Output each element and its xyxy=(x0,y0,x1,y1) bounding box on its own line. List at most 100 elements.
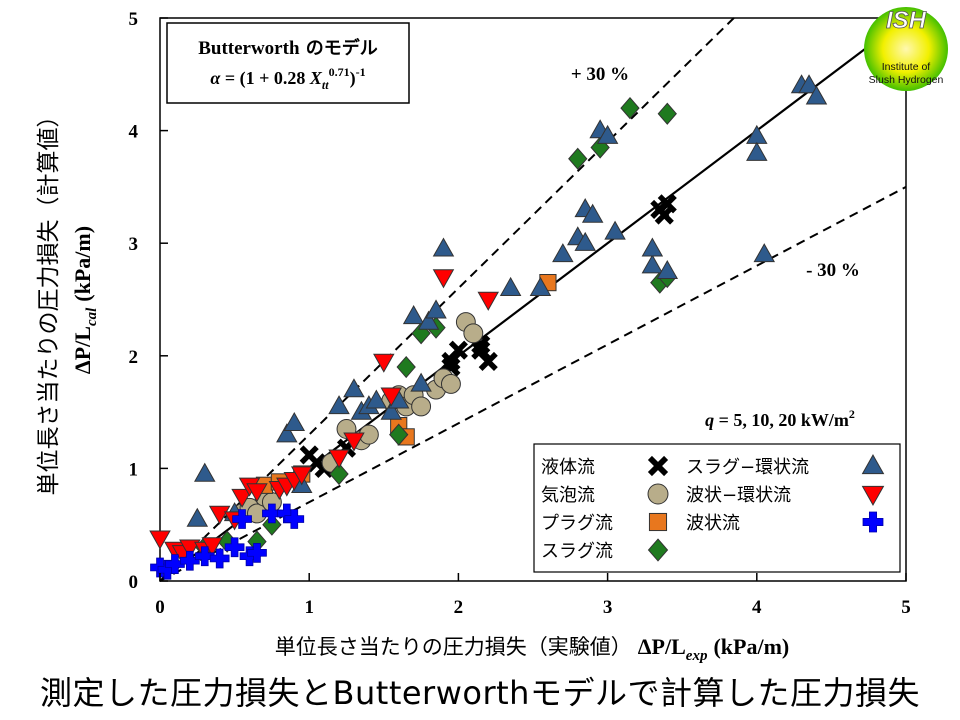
legend-marker-plus xyxy=(862,511,884,533)
data-point xyxy=(165,554,185,574)
slide-caption: 測定した圧力損失とButterworthモデルで計算した圧力損失 xyxy=(40,674,920,712)
data-point xyxy=(448,340,468,360)
data-point xyxy=(149,530,171,550)
data-point xyxy=(246,483,268,503)
legend-marker-diamond xyxy=(647,538,669,562)
data-point xyxy=(343,432,365,452)
data-point xyxy=(656,259,679,280)
data-point xyxy=(194,462,216,482)
data-point xyxy=(746,141,768,161)
data-point xyxy=(396,355,416,379)
x-tick-label: 1 xyxy=(304,597,314,618)
data-point xyxy=(179,550,200,571)
x-tick-label: 5 xyxy=(901,597,911,618)
data-point xyxy=(596,124,619,144)
legend-label: プラグ流 xyxy=(541,513,613,534)
data-point xyxy=(654,205,674,225)
data-point xyxy=(328,395,350,415)
data-point xyxy=(290,466,313,486)
data-point xyxy=(283,411,306,432)
data-point xyxy=(329,462,349,486)
legend-label: 気泡流 xyxy=(541,485,595,506)
plot-area xyxy=(159,17,907,582)
data-point xyxy=(581,203,604,223)
y-axis-title-jp: 単位長さ当たりの圧力損失（計算値） xyxy=(36,105,62,496)
x-tick-label: 0 xyxy=(155,597,165,618)
y-tick-label: 5 xyxy=(129,9,139,30)
legend-marker-triangle-down xyxy=(861,485,885,506)
data-point xyxy=(328,449,350,469)
logo-mark: ISH xyxy=(886,7,927,34)
data-point xyxy=(425,299,447,319)
data-point xyxy=(380,387,403,407)
data-point xyxy=(284,509,305,529)
data-point xyxy=(641,237,664,257)
data-point xyxy=(463,323,484,344)
x-tick-label: 3 xyxy=(603,597,613,618)
y-axis-title-sym: ΔP/Lcal(kPa/m) xyxy=(70,226,100,374)
legend-label: 液体流 xyxy=(541,457,595,478)
data-point xyxy=(477,291,499,311)
legend-label: 波状流 xyxy=(686,513,740,534)
data-point xyxy=(604,220,626,240)
data-point xyxy=(440,374,461,394)
data-point xyxy=(432,269,455,289)
data-point xyxy=(186,507,209,527)
data-point xyxy=(641,254,664,274)
legend-marker-circle xyxy=(647,483,669,505)
data-point xyxy=(805,85,828,105)
model-box-equation: α = (1 + 0.28 Xtt0.71)-1 xyxy=(210,65,365,92)
data-point xyxy=(552,243,574,263)
data-point xyxy=(194,546,215,567)
data-point xyxy=(262,513,282,536)
data-point xyxy=(343,378,365,398)
data-point xyxy=(247,543,267,563)
data-point xyxy=(620,96,640,120)
data-point xyxy=(365,389,388,409)
data-point xyxy=(417,310,440,330)
data-point xyxy=(411,396,432,417)
data-point xyxy=(657,102,677,125)
data-point xyxy=(262,503,282,524)
data-point xyxy=(798,74,820,94)
data-point xyxy=(574,231,596,251)
legend-marker-x xyxy=(647,455,669,477)
y-tick-label: 4 xyxy=(129,122,139,143)
data-point xyxy=(432,237,455,257)
ish-logo: ISH Institute of Slush Hydrogen xyxy=(864,7,948,91)
logo-circle xyxy=(864,7,948,91)
legend-label: スラグ流 xyxy=(541,541,613,562)
legend-marker-triangle-up xyxy=(861,454,885,475)
data-point xyxy=(224,537,245,558)
x-tick-label: 2 xyxy=(454,597,464,618)
model-box-title: Butterworth のモデル xyxy=(198,37,378,59)
data-point xyxy=(402,305,425,325)
data-point xyxy=(499,276,522,296)
model-box-frame xyxy=(166,22,410,104)
data-point xyxy=(373,353,395,373)
x-axis-title: 単位長さ当たりの圧力損失（実験値） ΔP/Lexp (kPa/m) xyxy=(275,634,789,664)
plus-30-label: + 30 % xyxy=(571,64,629,85)
data-point xyxy=(208,505,231,525)
data-point xyxy=(411,322,431,345)
data-point xyxy=(478,351,498,371)
logo-line1: Institute of xyxy=(882,61,931,73)
y-tick-label: 0 xyxy=(129,572,139,593)
data-point xyxy=(529,276,552,296)
data-point xyxy=(231,488,253,508)
model-box: Butterworth のモデル α = (1 + 0.28 Xtt0.71)-… xyxy=(166,22,410,104)
y-tick-label: 2 xyxy=(129,347,139,368)
series-plus xyxy=(150,503,305,580)
data-point xyxy=(209,548,230,569)
legend-label: スラグ−環状流 xyxy=(686,457,809,478)
data-point xyxy=(232,509,252,529)
data-point xyxy=(179,539,201,559)
minus-30-label: - 30 % xyxy=(806,260,860,281)
data-point xyxy=(410,372,432,392)
y-tick-label: 1 xyxy=(129,459,139,480)
data-point xyxy=(276,423,298,443)
legend-marker-square xyxy=(648,512,668,532)
x-tick-label: 4 xyxy=(752,597,762,618)
data-point xyxy=(568,147,588,170)
